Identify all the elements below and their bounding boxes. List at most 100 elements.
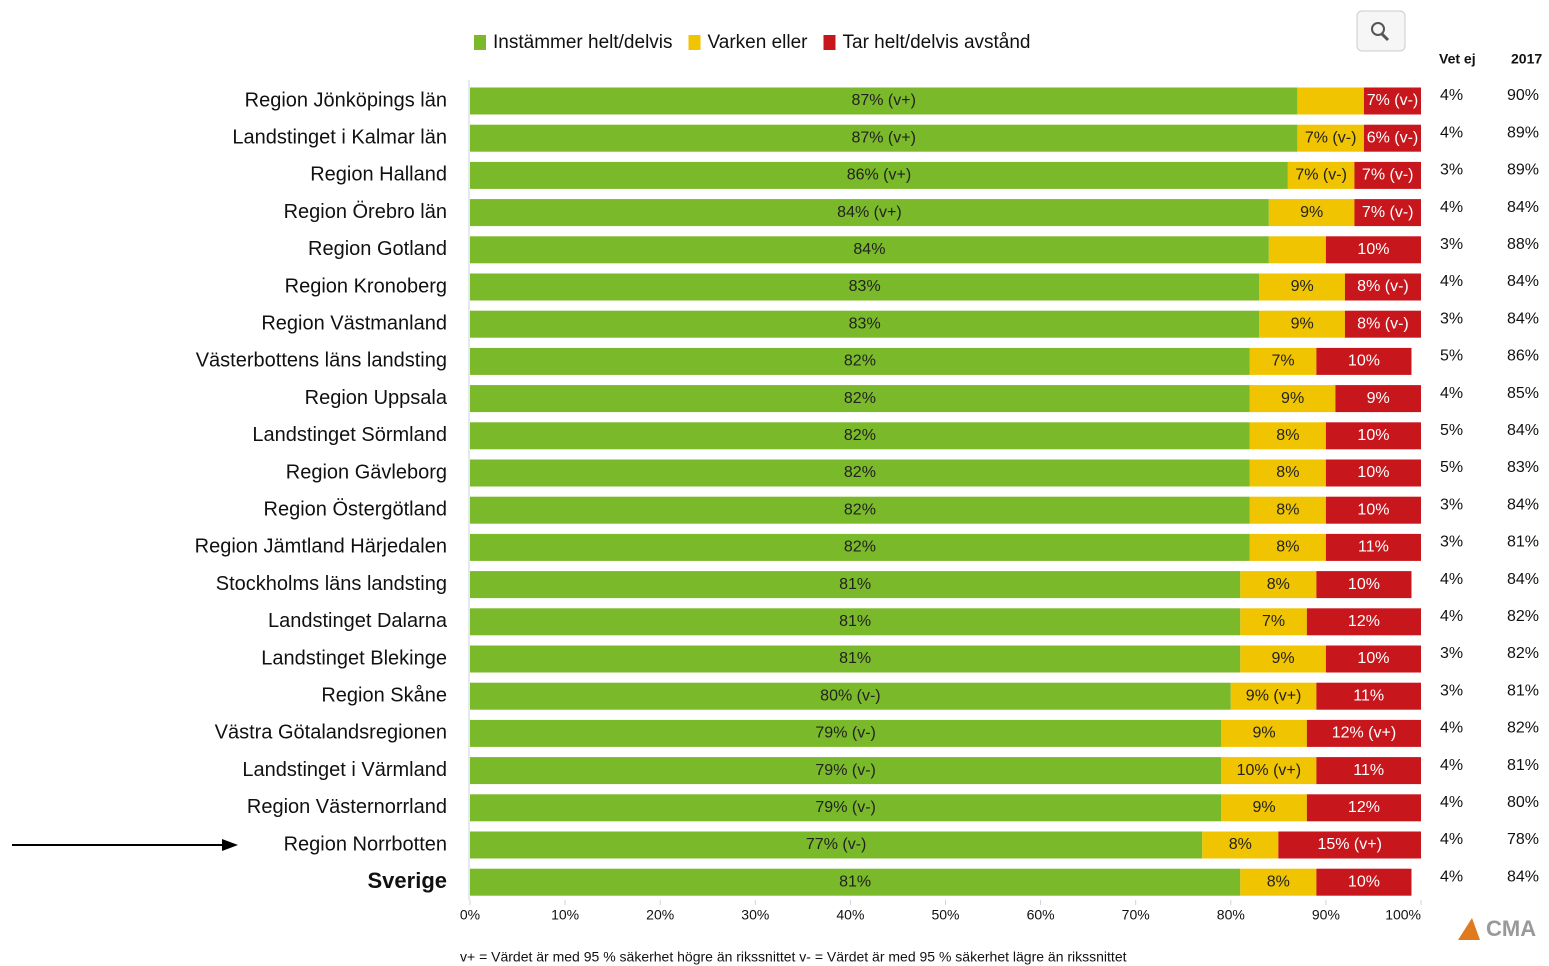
table-cell: 82% <box>1507 645 1539 662</box>
data-label: 11% <box>1353 762 1384 779</box>
bar-segment <box>470 757 1222 785</box>
table-cell: 86% <box>1507 348 1539 365</box>
bar-segment <box>470 831 1203 859</box>
bar-segment <box>1268 199 1355 227</box>
bar-segment <box>470 422 1250 450</box>
table-cell: 4% <box>1440 87 1463 104</box>
table-cell: 5% <box>1440 348 1463 365</box>
table-cell: 4% <box>1440 385 1463 402</box>
zoom-handle <box>1380 32 1390 42</box>
bar-segment <box>1316 682 1421 710</box>
category-label: Landstinget Sörmland <box>252 424 447 446</box>
category-label: Region Norrbotten <box>284 833 447 855</box>
bar-segment <box>470 385 1250 413</box>
data-label: 79% (v-) <box>815 799 875 816</box>
category-label: Region Gävleborg <box>286 461 447 483</box>
bar-segment <box>1316 347 1412 375</box>
table-cell: 83% <box>1507 459 1539 476</box>
bar-segment <box>470 794 1222 822</box>
zoom-button[interactable] <box>1356 10 1406 52</box>
table-cell: 4% <box>1440 199 1463 216</box>
bar-segment <box>1325 645 1421 673</box>
data-label: 9% <box>1291 278 1314 295</box>
data-label: 9% <box>1367 390 1390 407</box>
category-label: Region Örebro län <box>284 201 447 223</box>
logo: CMA <box>1458 916 1536 941</box>
table-cell: 4% <box>1440 868 1463 885</box>
data-label: 83% <box>849 315 881 332</box>
bar-segment <box>1344 273 1421 301</box>
category-label: Landstinget i Kalmar län <box>232 126 447 148</box>
data-label: 83% <box>849 278 881 295</box>
table-cell: 81% <box>1507 534 1539 551</box>
data-label: 10% <box>1348 873 1380 890</box>
category-label: Västra Götalandsregionen <box>215 722 447 744</box>
data-label: 10% <box>1357 427 1389 444</box>
table-cell: 84% <box>1507 571 1539 588</box>
data-label: 9% <box>1300 204 1323 221</box>
table-cell: 84% <box>1507 496 1539 513</box>
data-label: 9% <box>1253 725 1276 742</box>
bar-segment <box>1249 533 1326 561</box>
data-label: 8% <box>1276 539 1299 556</box>
table-cell: 3% <box>1440 645 1463 662</box>
bar-segment <box>1316 757 1421 785</box>
data-label: 7% <box>1262 613 1285 630</box>
table-cell: 4% <box>1440 794 1463 811</box>
data-label: 10% <box>1357 501 1389 518</box>
logo-icon <box>1458 918 1480 940</box>
x-tick-label: 0% <box>460 907 480 923</box>
bar-segment <box>1259 273 1345 301</box>
category-label: Region Jönköpings län <box>245 89 447 111</box>
bar-segment <box>1249 496 1326 524</box>
legend-swatch <box>474 35 486 50</box>
data-label: 10% <box>1357 650 1389 667</box>
x-tick-label: 20% <box>646 907 674 923</box>
category-label: Västerbottens läns landsting <box>196 350 447 372</box>
data-label: 82% <box>844 390 876 407</box>
data-label: 8% (v-) <box>1357 315 1409 332</box>
bar-segment <box>470 608 1241 636</box>
table-cell: 85% <box>1507 385 1539 402</box>
data-label: 82% <box>844 427 876 444</box>
bar-segment <box>1240 868 1317 896</box>
data-label: 84% (v+) <box>837 204 901 221</box>
data-label: 86% (v+) <box>847 167 911 184</box>
table-cell: 90% <box>1507 87 1539 104</box>
legend-swatch <box>823 35 836 50</box>
table-cell: 88% <box>1507 236 1539 253</box>
bar-segment <box>470 161 1288 189</box>
arrow-head <box>222 839 238 851</box>
table-cell: 84% <box>1507 273 1539 290</box>
data-label: 9% <box>1253 799 1276 816</box>
table-cell: 78% <box>1507 831 1539 848</box>
bar-segment <box>1354 161 1421 189</box>
table-cell: 84% <box>1507 422 1539 439</box>
table-cell: 3% <box>1440 534 1463 551</box>
category-label: Landstinget i Värmland <box>242 759 447 781</box>
table-cell: 4% <box>1440 608 1463 625</box>
footnote: v+ = Värdet är med 95 % säkerhet högre ä… <box>460 949 1127 965</box>
column-header: 2017 <box>1511 51 1542 67</box>
bars <box>470 87 1421 896</box>
data-label: 10% <box>1357 241 1389 258</box>
data-label: 80% (v-) <box>820 687 880 704</box>
data-label: 10% <box>1348 576 1380 593</box>
bar-segment <box>470 682 1231 710</box>
data-label: 11% <box>1358 539 1389 556</box>
zoom-box[interactable] <box>1356 10 1406 52</box>
data-label: 7% <box>1272 353 1295 370</box>
category-label: Region Kronoberg <box>285 275 447 297</box>
bar-segment <box>1221 757 1317 785</box>
category-label: Region Skåne <box>321 684 447 706</box>
data-label: 82% <box>844 501 876 518</box>
data-label: 12% <box>1348 799 1380 816</box>
table-cell: 5% <box>1440 459 1463 476</box>
zoom-lens <box>1371 22 1385 36</box>
bar-segment <box>470 496 1250 524</box>
data-label: 9% <box>1272 650 1295 667</box>
category-label: Stockholms läns landsting <box>216 573 447 595</box>
data-label: 7% (v-) <box>1305 129 1357 146</box>
bar-segment <box>1316 571 1412 599</box>
